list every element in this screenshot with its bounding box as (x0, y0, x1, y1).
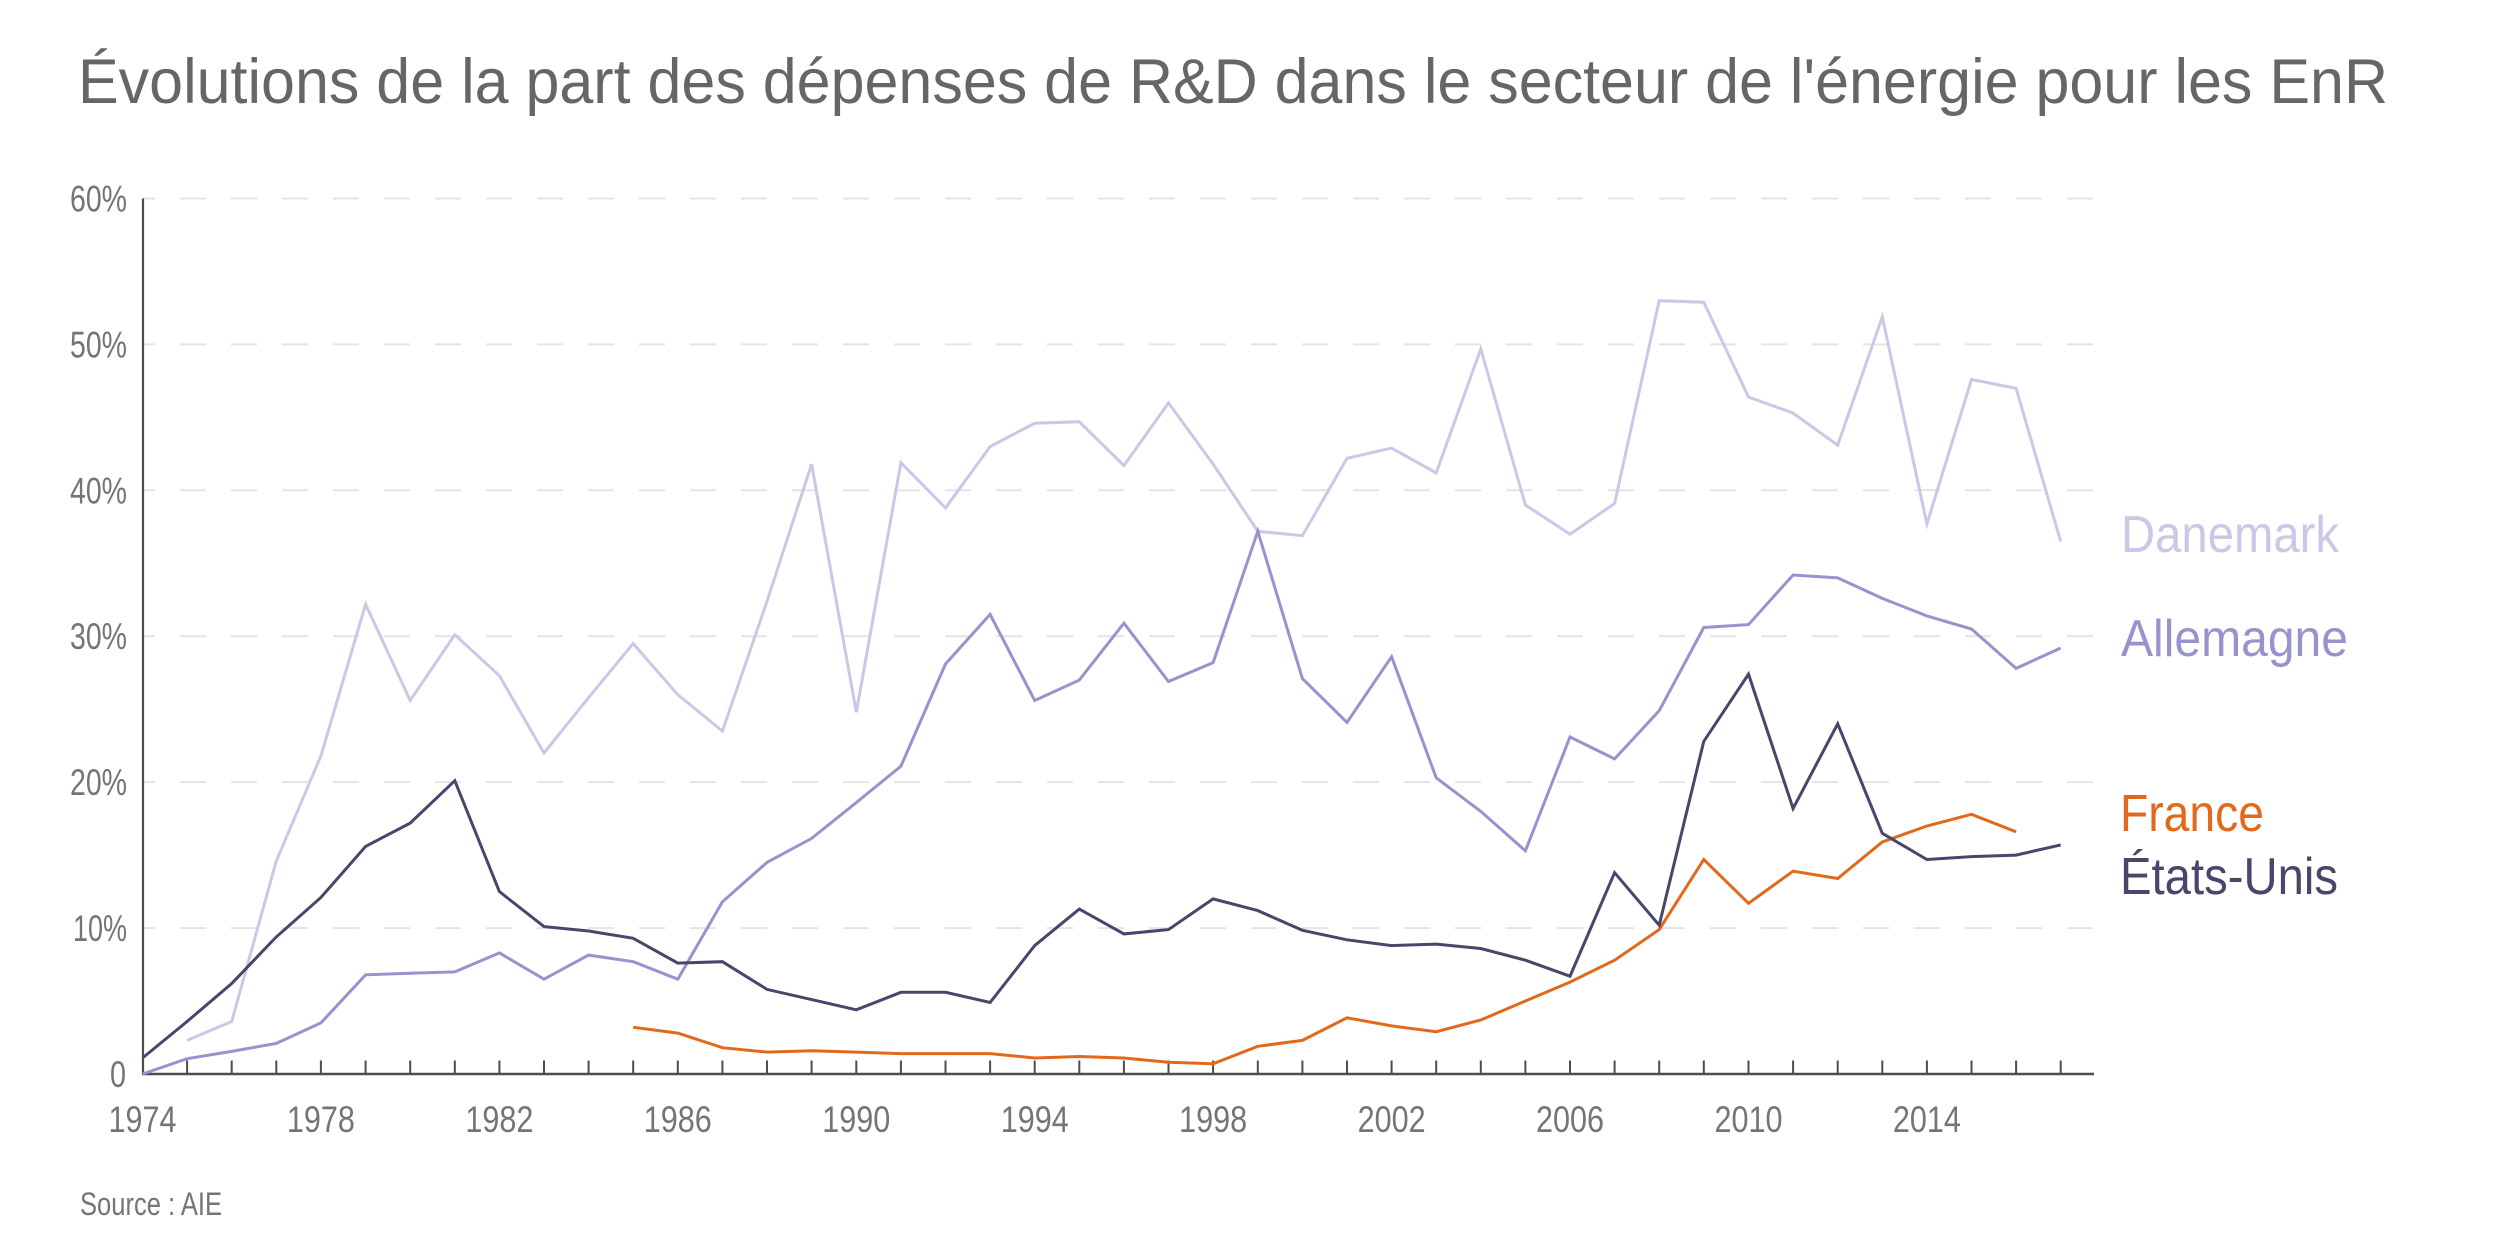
svg-text:1994: 1994 (1001, 1099, 1069, 1140)
svg-text:20%: 20% (70, 762, 127, 803)
svg-text:1998: 1998 (1179, 1099, 1247, 1140)
svg-text:10%: 10% (73, 908, 127, 949)
svg-text:60%: 60% (70, 179, 127, 220)
svg-text:50%: 50% (70, 324, 127, 365)
svg-text:1978: 1978 (287, 1099, 355, 1140)
svg-text:Évolutions de la part des dépe: Évolutions de la part des dépenses de R&… (78, 47, 2388, 117)
svg-text:0: 0 (110, 1054, 126, 1095)
svg-text:États-Unis: États-Unis (2120, 848, 2338, 906)
svg-text:1986: 1986 (644, 1099, 712, 1140)
svg-text:30%: 30% (70, 616, 127, 657)
svg-text:Danemark: Danemark (2121, 506, 2340, 564)
svg-text:40%: 40% (70, 470, 127, 511)
svg-text:France: France (2120, 785, 2264, 843)
svg-text:Source : AIE: Source : AIE (80, 1186, 222, 1222)
svg-text:2002: 2002 (1358, 1099, 1426, 1140)
svg-text:2010: 2010 (1715, 1099, 1783, 1140)
svg-text:1990: 1990 (822, 1099, 890, 1140)
svg-text:1982: 1982 (465, 1099, 533, 1140)
svg-text:2014: 2014 (1893, 1099, 1961, 1140)
svg-text:1974: 1974 (109, 1099, 177, 1140)
svg-text:2006: 2006 (1536, 1099, 1604, 1140)
svg-text:Allemagne: Allemagne (2121, 610, 2348, 668)
